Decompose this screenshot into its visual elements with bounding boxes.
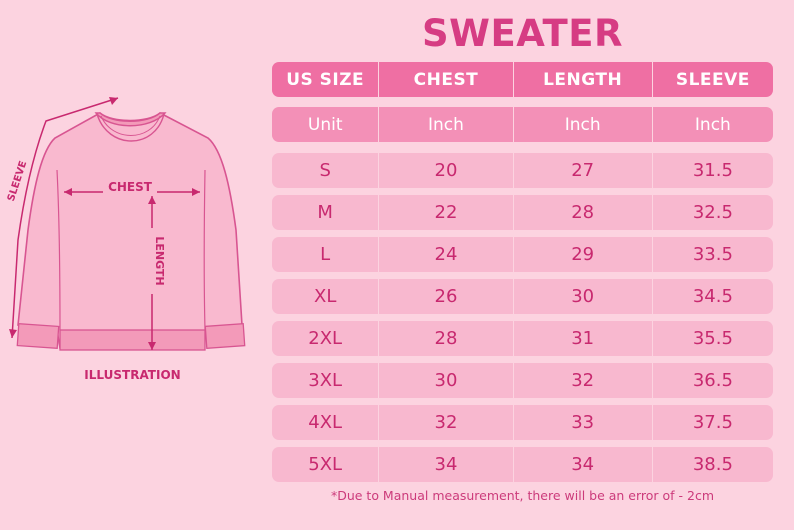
sleeve-cell: 34.5: [651, 279, 773, 314]
table-row: L 24 29 33.5: [272, 237, 773, 272]
sweater-body: [17, 112, 243, 349]
table-header-row: US SIZE CHEST LENGTH SLEEVE: [272, 62, 773, 97]
sleeve-cell: 36.5: [651, 363, 773, 398]
chest-cell: 20: [378, 153, 512, 188]
table-row: 5XL 34 34 38.5: [272, 447, 773, 482]
size-cell: M: [317, 202, 333, 223]
chest-cell: 30: [378, 363, 512, 398]
unit-length: Inch: [512, 107, 652, 142]
sweater-collar: [94, 112, 167, 127]
size-cell: L: [320, 244, 331, 265]
page-title: SWEATER: [421, 12, 623, 55]
table-unit-row: Unit Inch Inch Inch: [272, 107, 773, 142]
sleeve-cell: 37.5: [651, 405, 773, 440]
sleeve-cell: 31.5: [651, 153, 773, 188]
illustration-label: ILLUSTRATION: [84, 368, 181, 382]
length-cell: 34: [512, 447, 652, 482]
length-cell: 31: [512, 321, 652, 356]
size-cell: 4XL: [308, 412, 343, 433]
length-cell: 33: [512, 405, 652, 440]
sleeve-cell: 33.5: [651, 237, 773, 272]
chest-cell: 26: [378, 279, 512, 314]
sleeve-cell: 35.5: [651, 321, 773, 356]
length-cell: 28: [512, 195, 652, 230]
header-us-size: US SIZE: [286, 69, 365, 90]
chest-cell: 22: [378, 195, 512, 230]
length-cell: 30: [512, 279, 652, 314]
chest-cell: 34: [378, 447, 512, 482]
table-row: 4XL 32 33 37.5: [272, 405, 773, 440]
chest-cell: 32: [378, 405, 512, 440]
footnote: *Due to Manual measurement, there will b…: [330, 488, 715, 503]
length-cell: 32: [512, 363, 652, 398]
size-cell: S: [319, 160, 331, 181]
sleeve-cell: 32.5: [651, 195, 773, 230]
size-table: US SIZE CHEST LENGTH SLEEVE Unit Inch In…: [272, 62, 773, 489]
table-row: S 20 27 31.5: [272, 153, 773, 188]
table-row: 2XL 28 31 35.5: [272, 321, 773, 356]
header-sleeve: SLEEVE: [651, 62, 773, 97]
unit-label: Unit: [307, 114, 343, 135]
chest-cell: 24: [378, 237, 512, 272]
chest-label: CHEST: [108, 180, 153, 194]
length-cell: 29: [512, 237, 652, 272]
table-row: 3XL 30 32 36.5: [272, 363, 773, 398]
size-cell: 2XL: [308, 328, 343, 349]
size-cell: 3XL: [308, 370, 343, 391]
header-chest: CHEST: [378, 62, 512, 97]
size-cell: 5XL: [308, 454, 343, 475]
header-length: LENGTH: [512, 62, 652, 97]
table-row: XL 26 30 34.5: [272, 279, 773, 314]
sweater-illustration: CHEST LENGTH SLEEVE: [6, 97, 246, 351]
chest-cell: 28: [378, 321, 512, 356]
size-cell: XL: [314, 286, 337, 307]
length-cell: 27: [512, 153, 652, 188]
sleeve-cell: 38.5: [651, 447, 773, 482]
unit-chest: Inch: [378, 107, 512, 142]
table-row: M 22 28 32.5: [272, 195, 773, 230]
unit-sleeve: Inch: [651, 107, 773, 142]
length-label: LENGTH: [153, 236, 166, 285]
